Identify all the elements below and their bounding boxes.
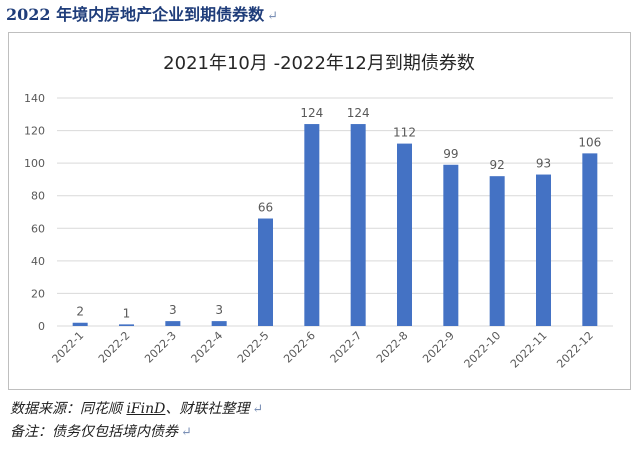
data-labels: 2 1 3 3 66 124 124 112 99 92 93 106 [76, 106, 601, 320]
source-note: 数据来源：同花顺 iFinD、财联社整理 ↵ [10, 399, 630, 419]
data-label: 3 [169, 303, 177, 317]
paragraph-mark-icon: ↵ [267, 9, 279, 24]
x-tick-label: 2022-6 [281, 329, 318, 366]
x-axis-ticks: 2022-1 2022-2 2022-3 2022-4 2022-5 2022-6 2022… [50, 329, 596, 371]
x-tick-label: 2022-7 [328, 329, 365, 366]
x-tick-label: 2022-2 [96, 329, 133, 366]
source-note-prefix: 数据来源：同花顺 [10, 401, 127, 417]
bars [72, 124, 598, 326]
bar [489, 176, 505, 326]
bar-chart: 2021年10月 -2022年12月到期债券数 0 20 40 60 80 100 120 1… [24, 53, 613, 371]
remark-note: 备注：债务仅包括境内债券 ↵ [10, 422, 630, 442]
x-tick-label: 2022-1 [50, 329, 87, 366]
data-label: 66 [258, 201, 273, 215]
bar [165, 321, 181, 326]
y-tick-label: 100 [24, 157, 45, 170]
x-tick-label: 2022-3 [142, 329, 179, 366]
bar [119, 324, 134, 326]
source-note-underlined: iFinD [126, 401, 166, 417]
y-tick-label: 0 [38, 320, 45, 333]
bar [582, 153, 598, 326]
data-label: 124 [347, 106, 370, 120]
data-label: 124 [300, 106, 323, 120]
x-tick-label: 2022-9 [420, 329, 457, 366]
data-label: 1 [123, 306, 131, 320]
data-label: 3 [215, 303, 223, 317]
bar [350, 124, 366, 326]
y-tick-label: 80 [31, 190, 45, 203]
chart-container: 2021年10月 -2022年12月到期债券数 0 20 40 60 80 100 120 1… [8, 32, 631, 390]
y-tick-label: 40 [31, 255, 45, 268]
data-label: 106 [578, 135, 601, 149]
chart-title: 2021年10月 -2022年12月到期债券数 [163, 53, 475, 74]
y-tick-label: 60 [31, 222, 45, 235]
x-tick-label: 2022-4 [189, 329, 226, 366]
gridlines [57, 97, 613, 327]
figure-heading: 2022 年境内房地产企业到期债券数 ↵ [6, 4, 634, 26]
x-tick-label: 2022-5 [235, 329, 272, 366]
figure-heading-text: 2022 年境内房地产企业到期债券数 [6, 5, 265, 24]
bar [536, 174, 551, 326]
data-label: 92 [490, 158, 505, 172]
paragraph-mark-icon: ↵ [181, 425, 192, 440]
bar [304, 124, 320, 326]
bar [397, 143, 412, 326]
bar [211, 321, 227, 326]
source-note-suffix: 、财联社整理 [165, 401, 250, 417]
data-label: 99 [443, 147, 458, 161]
bar [258, 218, 273, 326]
y-axis-ticks: 0 20 40 60 80 100 120 140 [24, 92, 45, 333]
x-tick-label: 2022-8 [374, 329, 411, 366]
y-tick-label: 120 [24, 125, 45, 138]
y-tick-label: 140 [24, 92, 45, 105]
remark-note-text: 备注：债务仅包括境内债券 [10, 424, 178, 440]
data-label: 112 [393, 126, 416, 140]
x-tick-label: 2022-11 [508, 329, 550, 371]
x-tick-label: 2022-12 [554, 329, 596, 371]
paragraph-mark-icon: ↵ [252, 402, 264, 417]
bar [443, 164, 459, 326]
bar [72, 322, 88, 326]
x-tick-label: 2022-10 [462, 329, 504, 371]
data-label: 93 [536, 157, 551, 171]
data-label: 2 [76, 305, 84, 319]
y-tick-label: 20 [31, 287, 45, 300]
